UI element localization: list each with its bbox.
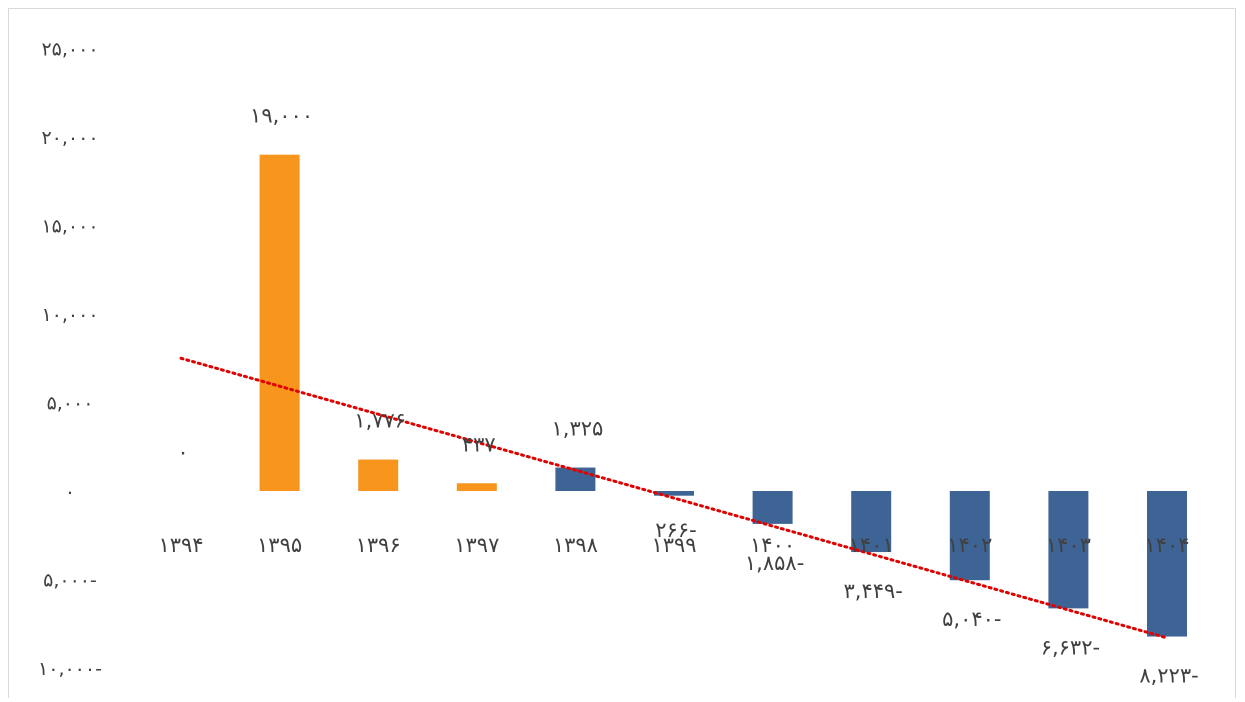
category-label: ۱۳۹۷ — [454, 533, 499, 557]
category-label: ۱۴۰۲ — [947, 533, 992, 557]
category-label: ۱۳۹۸ — [553, 533, 598, 557]
category-label: ۱۳۹۵ — [257, 533, 302, 557]
data-label: ۵,۰۴۰- — [942, 607, 1001, 631]
category-label: ۱۳۹۹ — [651, 533, 696, 557]
data-label: ۲۶۶- — [655, 518, 696, 542]
category-labels: ۱۳۹۴ ۱۳۹۵ ۱۳۹۶ ۱۳۹۷ ۱۳۹۸ ۱۳۹۹ ۱۴۰۰ ۱۴۰۱ ۱۴۰۲ ۱۴۰۳… — [158, 533, 1189, 557]
y-tick-label: ۲۵,۰۰۰ — [41, 39, 98, 61]
y-tick-label: ۵,۰۰۰ — [47, 393, 94, 415]
bar — [456, 483, 497, 491]
y-tick-label: ۵,۰۰۰- — [43, 570, 97, 592]
bar — [1147, 491, 1187, 637]
category-label: ۱۴۰۰ — [750, 533, 795, 557]
data-label: ۴۳۷ — [462, 432, 496, 456]
y-tick-label: ۲۰,۰۰۰ — [41, 127, 98, 149]
data-label: ۸,۲۲۳- — [1139, 664, 1198, 688]
data-label: ۶,۶۳۲- — [1041, 635, 1100, 659]
data-label: ۳,۴۴۹- — [844, 579, 903, 603]
bars — [259, 154, 1187, 637]
bar — [358, 459, 399, 491]
data-label: ۱۹,۰۰۰ — [250, 104, 313, 128]
bar — [1048, 491, 1089, 609]
data-label: ۱,۷۷۶ — [354, 409, 406, 433]
data-label: ۱,۸۵۸- — [745, 551, 804, 575]
category-label: ۱۴۰۴ — [1144, 533, 1189, 557]
trendline-group — [179, 356, 1169, 640]
y-tick-label: ۱۰,۰۰۰ — [41, 304, 98, 326]
bar — [259, 154, 300, 491]
category-label: ۱۴۰۳ — [1046, 533, 1091, 557]
y-tick-label: ۱۰,۰۰۰- — [38, 658, 102, 680]
category-label: ۱۴۰۱ — [849, 533, 894, 557]
category-label: ۱۳۹۶ — [356, 533, 401, 557]
chart-frame — [8, 8, 1236, 698]
data-label: ۰ — [177, 440, 188, 464]
y-tick-label: ۱۵,۰۰۰ — [41, 216, 98, 238]
data-label: ۱,۳۲۵ — [552, 417, 604, 441]
bar — [949, 491, 990, 581]
bar — [851, 491, 892, 553]
bar — [654, 491, 694, 496]
data-labels: ۰ ۱۹,۰۰۰ ۱,۷۷۶ ۴۳۷ ۱,۳۲۵ ۲۶۶- ۱,۸۵۸- ۳,۴۴۹- ۵,۰۴… — [177, 104, 1198, 688]
trendline — [179, 356, 1169, 640]
category-label: ۱۳۹۴ — [158, 533, 203, 557]
bar — [752, 491, 793, 524]
y-axis-ticks: ۲۵,۰۰۰ ۲۰,۰۰۰ ۱۵,۰۰۰ ۱۰,۰۰۰ ۵,۰۰۰ ۰ ۵,۰۰۰- ۱۰,۰… — [38, 39, 102, 681]
y-tick-label: ۰ — [65, 481, 75, 503]
